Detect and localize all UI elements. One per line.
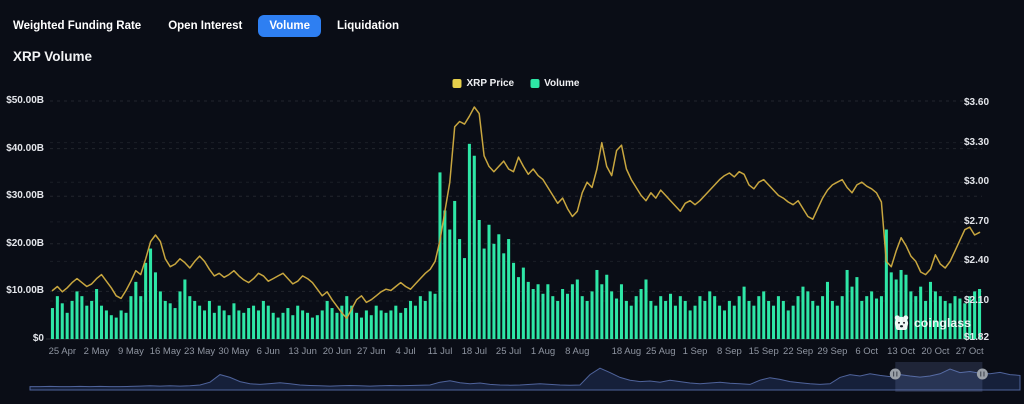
x-axis-tick: 15 Sep xyxy=(748,346,779,357)
left-axis-tick: $40.00B xyxy=(6,142,44,154)
coinglass-bear-icon xyxy=(894,315,909,331)
x-axis-tick: 23 May xyxy=(184,346,216,357)
legend-item-xrp-price[interactable]: XRP Price xyxy=(452,78,514,89)
left-axis-tick: $20.00B xyxy=(6,237,44,249)
xrp-price-line xyxy=(51,106,981,319)
x-axis-tick: 1 Aug xyxy=(530,346,556,357)
legend-label-xrp-price: XRP Price xyxy=(466,78,515,89)
x-axis-tick: 20 Oct xyxy=(921,346,950,357)
left-axis-tick: $0 xyxy=(32,333,44,344)
chart-type-tabs: Weighted Funding Rate Open Interest Volu… xyxy=(2,15,410,37)
right-axis-tick: $2.70 xyxy=(964,215,990,227)
x-axis-tick: 20 Jun xyxy=(322,346,352,357)
right-axis-tick: $2.40 xyxy=(964,255,990,267)
x-axis-tick: 27 Oct xyxy=(955,346,984,357)
navigator-area[interactable] xyxy=(29,367,1021,391)
x-axis-tick: 25 Aug xyxy=(645,346,676,357)
x-axis-tick: 9 May xyxy=(117,346,144,357)
right-axis-tick: $3.60 xyxy=(964,97,990,108)
volume-swatch-icon xyxy=(530,79,540,88)
coinglass-watermark: coinglass xyxy=(893,314,971,331)
navigator-handle-right[interactable] xyxy=(976,368,988,380)
x-axis-tick: 2 May xyxy=(83,346,110,357)
right-axis-tick: $3.00 xyxy=(964,176,990,188)
x-axis-tick: 27 Jun xyxy=(357,346,386,357)
left-axis-tick: $50.00B xyxy=(6,95,44,106)
volume-bars xyxy=(50,143,982,339)
xrp-price-swatch-icon xyxy=(452,79,462,88)
left-axis-tick: $10.00B xyxy=(6,285,44,297)
x-axis-tick: 30 May xyxy=(218,346,250,357)
legend-item-volume[interactable]: Volume xyxy=(530,78,580,89)
right-axis-tick: $3.30 xyxy=(964,136,990,148)
chart-legend: XRP Price Volume xyxy=(452,78,580,89)
tab-liquidation[interactable]: Liquidation xyxy=(326,15,410,37)
x-axis-tick: 1 Sep xyxy=(682,346,708,357)
x-axis-tick: 18 Jul xyxy=(461,346,487,357)
x-axis-tick: 13 Jun xyxy=(288,346,317,357)
watermark-label: coinglass xyxy=(914,315,972,330)
tab-volume[interactable]: Volume xyxy=(258,15,322,37)
right-axis-tick: $2.10 xyxy=(964,295,990,307)
x-axis-tick: 18 Aug xyxy=(611,346,642,357)
x-axis-tick: 22 Sep xyxy=(783,346,814,357)
x-axis-tick: 8 Aug xyxy=(565,346,590,357)
page-title: XRP Volume xyxy=(13,49,93,64)
x-axis-tick: 6 Oct xyxy=(855,346,879,357)
x-axis-tick: 25 Jul xyxy=(495,346,522,357)
left-axis-tick: $30.00B xyxy=(6,190,44,202)
navigator-selection-window[interactable] xyxy=(895,362,983,392)
x-axis-tick: 16 May xyxy=(149,346,181,357)
x-axis-tick: 25 Apr xyxy=(48,346,77,357)
x-axis-tick: 8 Sep xyxy=(716,346,742,357)
x-axis-tick: 13 Oct xyxy=(887,346,916,357)
x-axis-tick: 6 Jun xyxy=(256,346,280,357)
x-axis-tick: 4 Jul xyxy=(395,346,416,357)
right-axis-tick: $1.82 xyxy=(964,332,990,343)
navigator-handle-left[interactable] xyxy=(889,368,901,380)
x-axis-tick: 29 Sep xyxy=(817,346,848,357)
tab-open-interest[interactable]: Open Interest xyxy=(157,15,253,37)
tab-weighted-funding-rate[interactable]: Weighted Funding Rate xyxy=(2,15,152,37)
x-axis-tick: 11 Jul xyxy=(427,346,453,357)
legend-label-volume: Volume xyxy=(544,78,580,89)
